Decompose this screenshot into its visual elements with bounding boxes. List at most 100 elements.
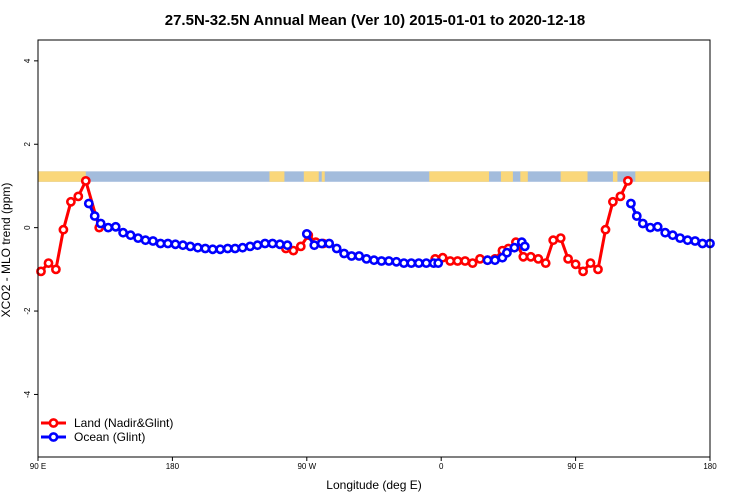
land-line-segment-1: [39, 179, 101, 273]
land-point: [525, 251, 536, 262]
ocean-point: [645, 222, 656, 233]
land-point: [555, 233, 566, 243]
ocean-point: [170, 239, 181, 250]
x-tick-label: 180: [703, 462, 717, 471]
land-mask-segment-6: [500, 171, 513, 182]
ocean-point: [631, 211, 642, 221]
land-mask-segment-2: [269, 171, 285, 182]
ocean-point: [245, 241, 255, 252]
land-mask-segment-1: [38, 171, 86, 182]
land-point: [518, 251, 529, 262]
land-mask-segment-4: [321, 171, 325, 182]
ocean-point: [192, 242, 203, 253]
ocean-point: [652, 221, 663, 232]
plot-frame: [37, 39, 711, 458]
ocean-point: [324, 238, 335, 249]
land-point: [36, 266, 46, 277]
ocean-point: [185, 241, 196, 252]
ocean-point: [660, 227, 671, 238]
ocean-point: [501, 247, 512, 258]
land-point: [600, 224, 611, 235]
land-point: [475, 253, 485, 264]
ocean-point: [316, 238, 327, 249]
ocean-point: [125, 230, 136, 241]
ocean-point: [361, 253, 372, 264]
land-mask-segment-7: [520, 171, 528, 182]
ocean-point: [83, 198, 94, 209]
x-axis: 90 E 180 90 W 0 90 E 180: [30, 457, 717, 471]
land-point: [593, 264, 603, 275]
ocean-point: [200, 243, 211, 254]
legend: Land (Nadir&Glint)Ocean (Glint): [41, 416, 173, 444]
land-point: [540, 258, 551, 268]
ocean-point: [509, 242, 520, 253]
ocean-point: [267, 238, 278, 249]
y-tick-label: 4: [23, 58, 32, 63]
land-point: [43, 258, 54, 268]
ocean-point: [237, 242, 248, 253]
ocean-point: [95, 218, 106, 229]
ocean-point: [103, 222, 114, 233]
ocean-point: [682, 235, 693, 246]
ocean-point: [230, 243, 240, 254]
ocean-point: [215, 244, 226, 255]
land-point: [66, 196, 76, 207]
ocean-point: [309, 240, 320, 251]
legend-ocean-marker: [48, 432, 59, 442]
ocean-point: [118, 227, 128, 238]
ocean-point: [89, 211, 100, 221]
legend-ocean-label: Ocean (Glint): [74, 430, 145, 444]
ocean-point: [140, 235, 151, 246]
ocean-point: [406, 258, 417, 268]
ocean-point: [148, 236, 158, 246]
ocean-point: [282, 240, 293, 251]
ocean-point: [252, 240, 263, 251]
ocean-point: [626, 198, 636, 209]
ocean-point: [391, 256, 402, 267]
ocean-point: [637, 218, 648, 229]
land-mask-segment-8: [560, 171, 588, 182]
ocean-point: [274, 239, 285, 250]
y-tick-label: 0: [23, 225, 32, 230]
y-tick-label: -2: [23, 307, 32, 315]
land-point: [452, 256, 463, 266]
land-point: [51, 264, 61, 275]
land-point: [80, 175, 91, 186]
land-mask-segment-10: [635, 171, 710, 182]
land-point: [623, 175, 633, 186]
legend-land-marker: [48, 418, 59, 428]
land-point: [295, 241, 306, 252]
land-point: [608, 196, 618, 207]
ocean-point: [177, 240, 188, 251]
land-point: [460, 256, 470, 266]
land-point: [615, 191, 626, 202]
land-mask-segment-9: [612, 171, 618, 182]
land-series: [36, 175, 633, 277]
ocean-point: [331, 243, 342, 254]
land-point: [548, 235, 559, 246]
land-point: [58, 224, 69, 235]
land-point: [585, 258, 596, 268]
land-mask-segment-3: [303, 171, 319, 182]
ocean-point: [346, 251, 357, 261]
land-ocean-mask: [38, 171, 710, 182]
land-point: [578, 266, 588, 277]
x-tick-label: 180: [166, 462, 180, 471]
ocean-point: [162, 238, 173, 249]
x-tick-label: 90 E: [30, 462, 46, 471]
legend-land-label: Land (Nadir&Glint): [74, 416, 173, 430]
ocean-point: [260, 238, 270, 249]
land-point: [570, 259, 581, 270]
x-tick-label: 90 E: [567, 462, 583, 471]
ocean-point: [675, 233, 685, 243]
ocean-mask-strip: [38, 171, 710, 182]
land-point: [533, 253, 544, 264]
ocean-point: [519, 241, 530, 252]
ocean-point: [482, 255, 493, 266]
land-mask-segment-5: [429, 171, 489, 182]
x-tick-label: 90 W: [297, 462, 316, 471]
land-point: [467, 258, 478, 268]
y-axis-label: XCO2 - MLO trend (ppm): [0, 183, 13, 318]
ocean-point: [383, 256, 394, 266]
